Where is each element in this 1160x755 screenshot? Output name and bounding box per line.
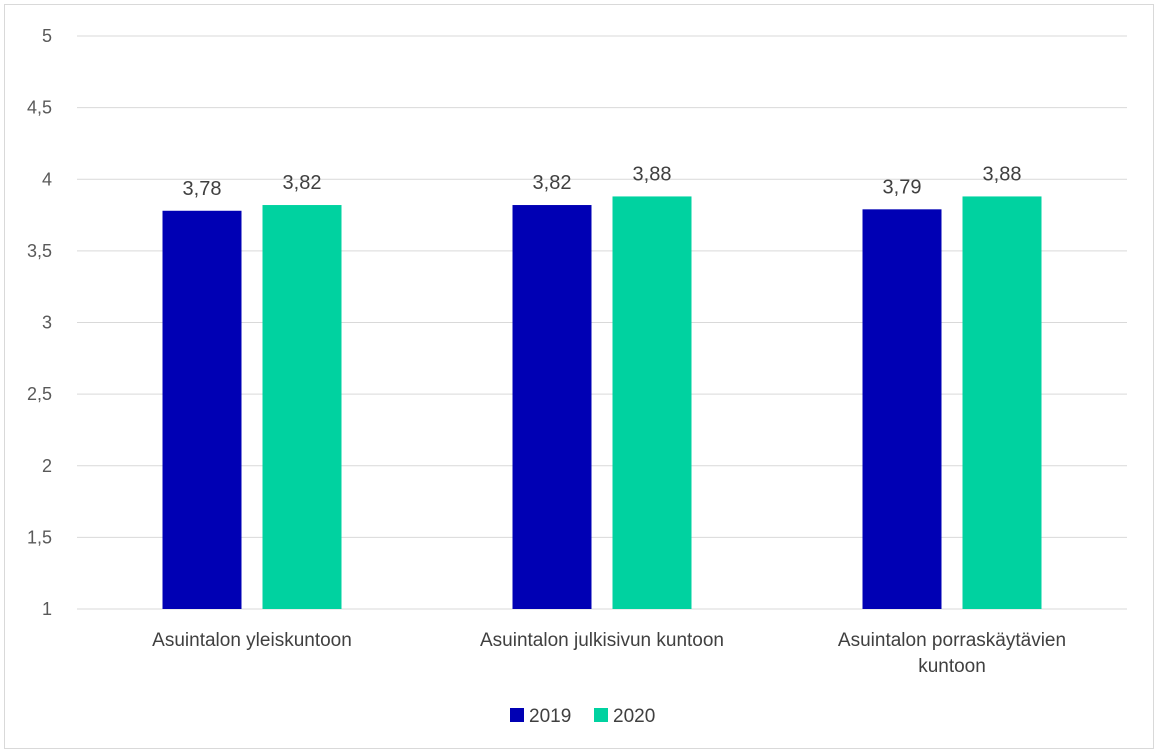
y-tick-label: 3 [42, 313, 52, 333]
bar-2019 [162, 210, 242, 609]
y-tick-label: 4 [42, 169, 52, 189]
bar-2020 [612, 196, 692, 609]
y-tick-label: 1 [42, 599, 52, 619]
y-tick-label: 5 [42, 26, 52, 46]
y-tick-label: 2 [42, 456, 52, 476]
legend-swatch-2020 [594, 708, 608, 722]
legend-label-2019: 2019 [529, 706, 571, 727]
bar-2020 [262, 205, 342, 609]
legend-swatch-2019 [510, 708, 524, 722]
x-category-label: Asuintalon julkisivun kuntoon [480, 630, 724, 651]
data-label: 3,78 [183, 178, 222, 200]
y-tick-label: 3,5 [27, 241, 52, 261]
bar-2019 [512, 205, 592, 609]
data-label: 3,82 [283, 172, 322, 194]
data-label: 3,88 [633, 163, 672, 185]
data-label: 3,88 [983, 163, 1022, 185]
bar-2019 [862, 209, 942, 609]
x-category-label: Asuintalon yleiskuntoon [152, 630, 352, 651]
y-tick-label: 4,5 [27, 98, 52, 118]
x-category-label: Asuintalon porraskäytävien [838, 630, 1066, 651]
y-tick-label: 1,5 [27, 527, 52, 547]
legend-label-2020: 2020 [613, 706, 655, 727]
data-label: 3,79 [883, 176, 922, 198]
x-category-label: kuntoon [918, 656, 986, 677]
data-label: 3,82 [533, 172, 572, 194]
y-tick-label: 2,5 [27, 384, 52, 404]
bar-2020 [962, 196, 1042, 609]
